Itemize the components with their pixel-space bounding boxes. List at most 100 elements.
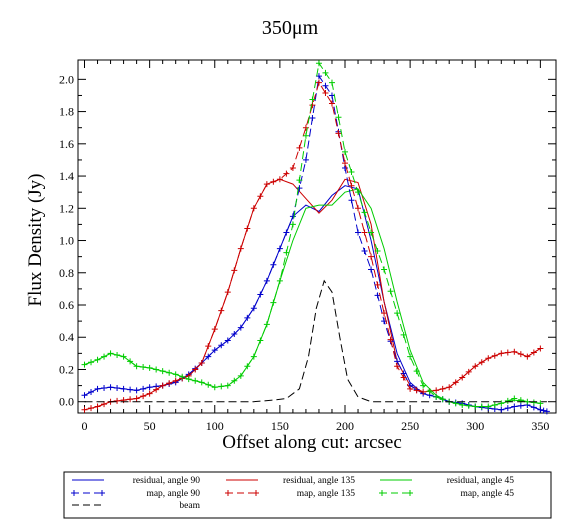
data-point [270, 299, 277, 306]
y-tick-label: 1.2 [59, 201, 74, 215]
data-point [146, 390, 153, 397]
y-tick-label: 0.2 [59, 362, 74, 376]
data-point [276, 176, 283, 183]
data-point [537, 406, 544, 413]
data-point [224, 382, 231, 389]
legend-label: map, angle 45 [460, 489, 514, 499]
data-point [211, 384, 218, 391]
series-map-angle-90 [81, 73, 550, 415]
data-point [237, 245, 244, 252]
data-point [309, 115, 316, 122]
data-point [540, 407, 547, 414]
legend-label: map, angle 90 [146, 489, 200, 499]
data-point [146, 384, 153, 391]
data-point [439, 396, 446, 403]
data-point [452, 379, 459, 386]
y-tick-label: 0.0 [59, 395, 74, 409]
data-point [237, 324, 244, 331]
data-point [224, 289, 231, 296]
data-point [283, 249, 290, 256]
data-point [159, 368, 166, 375]
data-point [328, 79, 335, 86]
data-point [81, 406, 88, 413]
data-point [127, 386, 134, 393]
series-line [84, 74, 548, 412]
data-point [413, 368, 420, 375]
data-point [394, 363, 401, 370]
data-point [368, 253, 375, 260]
data-point [407, 385, 414, 392]
data-point [166, 380, 173, 387]
data-point [517, 397, 524, 404]
axes: 0 50 100 150 200 250 300 350 0.0 0.2 0.4 0.6 0.8 1.0 1… [59, 59, 557, 433]
y-tick-label: 1.6 [59, 137, 74, 151]
data-point [133, 387, 140, 394]
data-point [504, 397, 511, 404]
data-point [543, 408, 550, 415]
data-point [374, 248, 381, 255]
data-point [218, 307, 225, 314]
legend-marker [379, 490, 385, 496]
data-point [107, 350, 114, 357]
data-point [485, 355, 492, 362]
data-point [420, 382, 427, 389]
data-point [355, 189, 362, 196]
data-point [172, 377, 179, 384]
data-point [88, 389, 95, 396]
data-point [114, 385, 121, 392]
legend: residual, angle 90 residual, angle 135 res… [63, 471, 552, 519]
data-point [433, 387, 440, 394]
y-tick-label: 1.8 [59, 105, 74, 119]
data-point [94, 356, 101, 363]
data-point [276, 277, 283, 284]
x-tick-label: 50 [144, 419, 156, 433]
data-point [400, 331, 407, 338]
data-point [198, 360, 205, 367]
data-point [387, 288, 394, 295]
data-point [433, 393, 440, 400]
data-point [140, 393, 147, 400]
data-point [530, 399, 537, 406]
data-point [172, 371, 179, 378]
legend-marker [253, 490, 259, 496]
data-point [114, 351, 121, 358]
data-point [211, 347, 218, 354]
data-point [270, 261, 277, 268]
data-point [302, 124, 309, 131]
series-line [84, 185, 548, 412]
legend-label: beam [179, 501, 200, 511]
data-point [511, 403, 518, 410]
data-point [140, 364, 147, 371]
plot-frame [77, 59, 557, 414]
data-point [504, 405, 511, 412]
data-point [296, 144, 303, 151]
data-point [381, 310, 388, 317]
data-point [218, 383, 225, 390]
data-point [283, 229, 290, 236]
data-point [140, 385, 147, 392]
data-point [231, 377, 238, 384]
data-point [504, 349, 511, 356]
data-point [94, 403, 101, 410]
data-point [465, 402, 472, 409]
data-point [459, 401, 466, 408]
data-point [263, 277, 270, 284]
data-point [413, 387, 420, 394]
x-tick-label: 250 [401, 419, 419, 433]
series-line [84, 61, 541, 408]
series-residual-angle-135 [84, 178, 541, 411]
data-point [328, 100, 335, 107]
x-tick-label: 100 [206, 419, 224, 433]
data-point [101, 353, 108, 360]
data-point [342, 160, 349, 167]
legend-marker [407, 490, 413, 496]
y-tick-label: 1.0 [59, 234, 74, 248]
data-point [342, 148, 349, 155]
data-point [355, 229, 362, 236]
data-point [368, 229, 375, 236]
data-point [88, 405, 95, 412]
data-point [250, 353, 257, 360]
y-tick-label: 0.4 [59, 330, 74, 344]
data-point [296, 177, 303, 184]
